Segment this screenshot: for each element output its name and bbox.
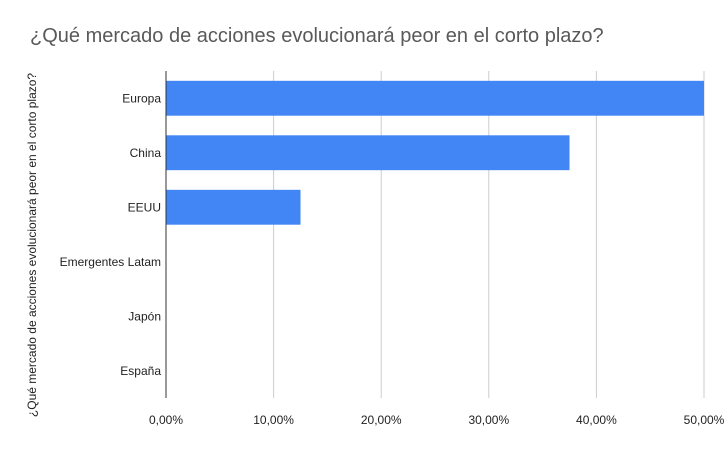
gridlines <box>273 71 705 398</box>
bar <box>166 189 301 225</box>
category-label: Japón <box>128 309 161 323</box>
x-tick-label: 30,00% <box>468 413 509 427</box>
x-tick-label: 50,00% <box>684 413 725 427</box>
category-label: España <box>120 364 161 378</box>
y-axis-label: ¿Qué mercado de acciones evolucionará pe… <box>25 73 39 418</box>
x-tick-label: 40,00% <box>576 413 617 427</box>
x-tick-label: 20,00% <box>361 413 402 427</box>
x-tick-labels: 0,00% 10,00% 20,00% 30,00% 40,00% 50,00% <box>149 413 725 427</box>
category-label: EEUU <box>128 200 161 214</box>
category-labels: Europa China EEUU Emergentes Latam Japón Espa… <box>60 91 162 378</box>
chart-title: ¿Qué mercado de acciones evolucionará pe… <box>30 25 604 47</box>
bar <box>166 80 704 116</box>
category-label: China <box>130 146 162 160</box>
bars <box>166 80 704 225</box>
category-label: Emergentes Latam <box>60 255 161 269</box>
bar <box>166 135 570 171</box>
x-tick-label: 10,00% <box>253 413 294 427</box>
category-label: Europa <box>122 91 161 105</box>
x-tick-label: 0,00% <box>149 413 183 427</box>
